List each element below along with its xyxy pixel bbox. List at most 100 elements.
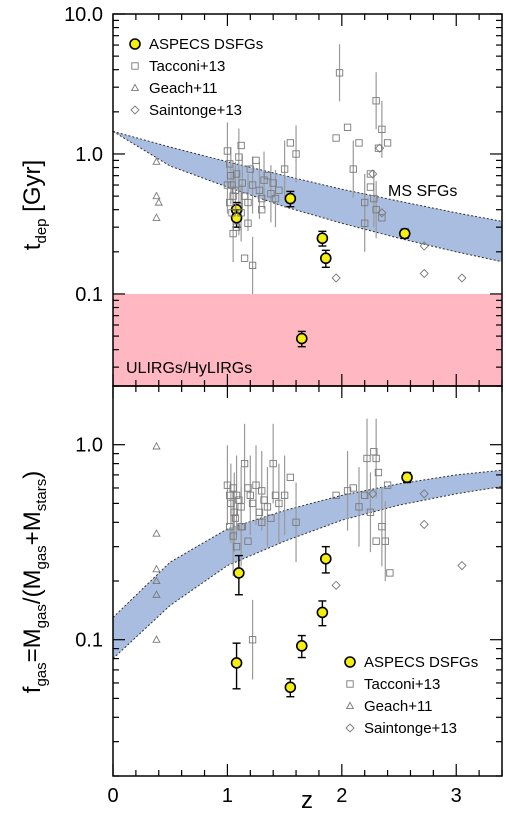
tacconi-13-point bbox=[248, 636, 257, 644]
tacconi-13-point bbox=[231, 186, 240, 194]
saintonge-13-point bbox=[457, 560, 467, 571]
legend-marker bbox=[130, 105, 140, 115]
tacconi-13-point bbox=[366, 508, 375, 516]
tacconi-13-point bbox=[258, 518, 266, 526]
tacconi-13-point bbox=[248, 261, 257, 270]
saintonge-13-point bbox=[419, 268, 429, 279]
legend-marker bbox=[129, 38, 141, 50]
tacconi-13-point bbox=[361, 491, 369, 499]
tacconi-13-point bbox=[258, 487, 266, 495]
geach-11-point bbox=[152, 441, 161, 450]
tacconi-13-point bbox=[235, 153, 243, 161]
tacconi-13-point bbox=[258, 194, 266, 203]
tacconi-13-point bbox=[355, 503, 363, 511]
tacconi-13-point bbox=[378, 522, 386, 531]
fgas-band-lower-edge bbox=[112, 486, 503, 659]
y-tick-label: 1.0 bbox=[75, 144, 103, 166]
ms-band-upper-edge bbox=[112, 130, 503, 222]
tacconi-13-point bbox=[232, 491, 241, 499]
tacconi-13-point bbox=[349, 165, 357, 173]
saintonge-13-point bbox=[419, 241, 429, 251]
legend-entry: Geach+11 bbox=[364, 698, 433, 715]
aspecs-dsfgs-point bbox=[316, 606, 329, 619]
tacconi-13-point bbox=[372, 206, 380, 214]
tacconi-13-point bbox=[366, 183, 375, 191]
tacconi-13-point bbox=[286, 473, 294, 482]
tacconi-13-point bbox=[230, 508, 238, 516]
legend-entry: ASPECS DSFGs bbox=[149, 36, 263, 53]
tacconi-13-point bbox=[361, 219, 369, 227]
tacconi-13-point bbox=[374, 468, 383, 477]
tacconi-13-point bbox=[263, 503, 272, 511]
x-tick-label: 2 bbox=[336, 785, 347, 807]
tacconi-13-point bbox=[227, 172, 235, 180]
geach-11-point bbox=[152, 635, 161, 643]
aspecs-dsfgs-point bbox=[295, 640, 308, 652]
tacconi-13-point bbox=[238, 179, 246, 187]
legend-marker bbox=[346, 680, 354, 688]
aspecs-dsfgs-point bbox=[233, 567, 245, 579]
saintonge-13-point bbox=[331, 580, 341, 590]
tacconi-13-point bbox=[227, 499, 235, 508]
legend-entry: Tacconi+13 bbox=[364, 676, 440, 693]
tacconi-13-point bbox=[246, 491, 254, 499]
tacconi-13-point bbox=[267, 514, 275, 522]
ulirg-region bbox=[113, 293, 502, 386]
ms-sfgs-label: MS SFGs bbox=[388, 183, 457, 200]
legend-entry: Saintonge+13 bbox=[364, 720, 457, 737]
tacconi-13-point bbox=[271, 194, 280, 203]
aspecs-dsfgs-point bbox=[284, 192, 297, 205]
tacconi-13-point bbox=[237, 522, 245, 531]
tacconi-13-point bbox=[269, 179, 277, 187]
tacconi-13-point bbox=[232, 543, 241, 551]
legend-entry: Geach+11 bbox=[149, 80, 218, 97]
saintonge-13-point bbox=[374, 143, 385, 153]
tacconi-13-point bbox=[237, 141, 245, 150]
legend-entry: Saintonge+13 bbox=[149, 102, 242, 119]
tacconi-13-point bbox=[363, 454, 371, 463]
tacconi-13-point bbox=[244, 537, 252, 545]
tacconi-13-point bbox=[378, 214, 386, 222]
tacconi-13-point bbox=[246, 165, 254, 173]
tacconi-13-point bbox=[248, 499, 257, 508]
tacconi-13-point bbox=[349, 484, 357, 492]
aspecs-dsfgs-point bbox=[398, 227, 411, 240]
saintonge-13-point bbox=[368, 169, 378, 179]
tacconi-13-point bbox=[232, 170, 241, 178]
tacconi-13-point bbox=[370, 194, 378, 203]
saintonge-13-point bbox=[419, 519, 429, 530]
tacconi-13-point bbox=[232, 223, 241, 231]
geach-11-point bbox=[152, 529, 161, 537]
tacconi-13-point bbox=[226, 198, 234, 207]
tacconi-13-point bbox=[378, 125, 386, 133]
tacconi-13-point bbox=[248, 181, 257, 189]
tacconi-13-point bbox=[269, 459, 277, 468]
tacconi-13-point bbox=[240, 459, 249, 468]
tacconi-13-point bbox=[244, 219, 252, 227]
geach-11-point bbox=[152, 157, 161, 165]
tacconi-13-point bbox=[372, 97, 380, 105]
legend-marker bbox=[344, 656, 356, 668]
tacconi-13-point bbox=[263, 172, 272, 180]
tacconi-13-point bbox=[229, 484, 237, 492]
top-panel: 0.1 1.0 10.0 ASPECS DSFGs Tacconi+13 Geach+11… bbox=[19, 4, 503, 387]
geach-11-point bbox=[154, 197, 163, 206]
tacconi-13-point bbox=[229, 532, 237, 540]
tacconi-13-point bbox=[244, 198, 252, 207]
ms-band-lower-edge bbox=[112, 130, 503, 263]
tacconi-13-point bbox=[237, 503, 245, 511]
y-axis-title: fgas=Mgas/(Mgas+Mstars) bbox=[19, 471, 50, 693]
y-axis-title: tdep [Gyr] bbox=[19, 160, 50, 250]
aspecs-dsfgs-point bbox=[320, 552, 332, 565]
tacconi-13-point bbox=[372, 454, 380, 463]
tacconi-13-point bbox=[383, 139, 392, 147]
legend-entry: ASPECS DSFGs bbox=[364, 654, 478, 671]
tacconi-13-point bbox=[226, 522, 234, 531]
aspecs-dsfgs-point bbox=[295, 332, 308, 345]
tacconi-13-point bbox=[267, 190, 275, 198]
tacconi-13-point bbox=[275, 499, 283, 508]
legend-marker bbox=[131, 62, 139, 70]
legend-marker bbox=[345, 723, 355, 733]
legend-marker bbox=[345, 701, 355, 710]
